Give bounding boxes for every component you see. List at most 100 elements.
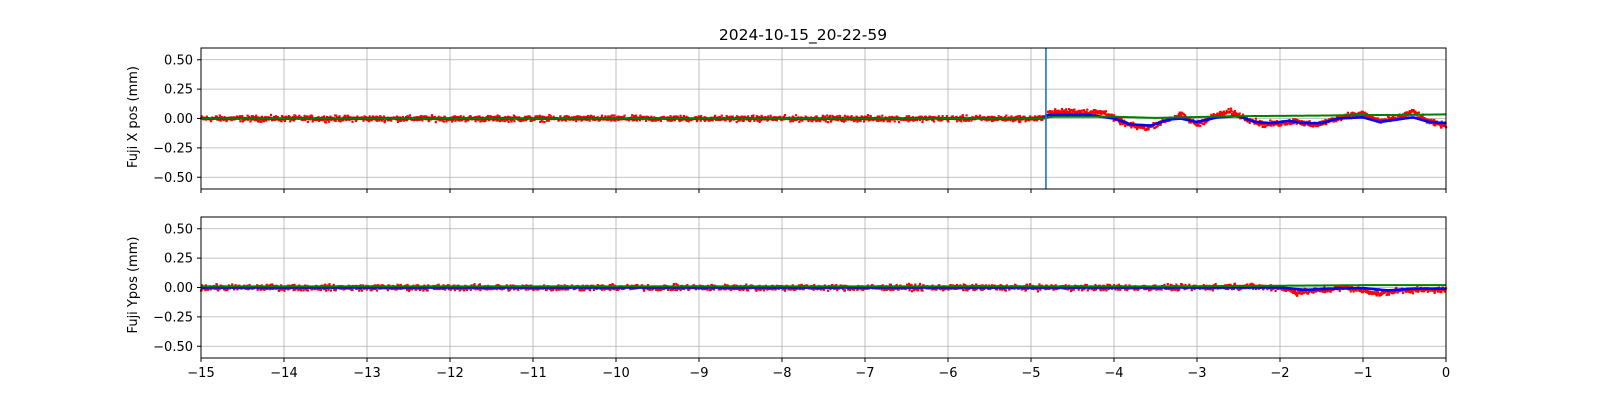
data-point-raw [490,288,493,291]
data-point-raw [739,119,742,122]
data-point-raw [687,288,690,291]
data-point-raw [673,119,676,122]
data-point-raw [418,118,422,121]
data-point-raw [1248,121,1251,124]
data-point-raw [941,115,944,118]
data-point-raw [332,283,335,287]
data-point-raw [771,288,774,291]
data-point-raw [1004,119,1007,122]
data-point-raw [993,115,996,119]
data-point-raw [1094,283,1097,287]
data-point-raw [1084,110,1087,114]
data-point-raw [1274,289,1277,292]
data-point-raw [1028,119,1031,122]
data-point-raw [474,116,477,119]
data-point-raw [1200,121,1203,124]
data-point-raw [869,115,872,118]
data-point-raw [910,283,913,287]
data-point-raw [496,288,499,291]
data-point-raw [1136,127,1139,131]
data-point-raw [1307,292,1310,295]
data-point-raw [426,289,429,292]
data-point-raw [645,119,648,122]
data-point-raw [1252,283,1255,286]
data-point-raw [789,288,792,291]
data-point-raw [1229,283,1232,286]
data-point-raw [790,288,793,291]
data-point-raw [339,120,342,123]
data-point-raw [222,288,226,291]
data-point-raw [889,283,893,286]
data-point-raw [1155,126,1158,129]
data-point-raw [456,118,459,121]
data-point-raw [717,288,721,291]
data-point-raw [506,119,509,122]
data-point-raw [843,114,847,117]
data-point-raw [334,119,337,122]
data-point-raw [292,116,295,119]
data-point-raw [713,288,716,291]
data-point-raw [1114,288,1117,291]
data-point-raw [1292,291,1295,295]
data-point-raw [279,288,282,291]
data-point-raw [1237,288,1240,292]
data-point-raw [293,283,296,286]
data-point-raw [1080,109,1084,112]
data-point-raw [430,114,434,117]
data-point-raw [1015,115,1018,119]
data-point-raw [1113,114,1116,117]
data-point-raw [821,114,824,117]
data-point-raw [360,289,364,292]
data-point-raw [539,120,542,124]
data-point-raw [1223,114,1226,117]
data-point-raw [1060,111,1063,115]
data-point-raw [534,115,537,118]
data-point-raw [921,120,924,124]
data-point-raw [431,115,434,118]
data-point-raw [736,115,739,118]
data-point-raw [1084,283,1087,286]
data-point-raw [239,120,242,123]
data-point-raw [1090,287,1093,291]
data-point-raw [1188,283,1191,286]
data-point-raw [679,288,682,292]
data-point-raw [1141,125,1144,128]
data-point-raw [654,119,657,122]
data-point-raw [1196,124,1199,127]
data-point-raw [405,119,409,122]
data-point-raw [1013,283,1017,286]
data-point-raw [908,282,911,286]
data-point-raw [983,287,986,291]
data-point-raw [437,115,440,118]
data-point-raw [1099,110,1102,113]
data-point-raw [1143,126,1146,129]
data-point-raw [656,289,660,292]
data-point-raw [459,115,462,118]
data-point-raw [860,115,863,118]
data-point-raw [794,114,798,117]
data-point-raw [200,115,203,118]
data-point-raw [1151,125,1155,128]
data-point-raw [694,288,698,291]
data-point-raw [1086,289,1089,292]
data-point-raw [847,288,850,291]
data-point-raw [334,289,337,292]
data-point-raw [423,115,426,118]
data-point-raw [1072,109,1075,113]
data-point-raw [1308,120,1311,123]
data-point-raw [342,119,345,122]
data-point-raw [971,116,974,119]
data-point-raw [792,119,795,123]
data-point-raw [671,288,675,291]
data-point-raw [319,288,322,292]
data-point-raw [613,114,616,117]
data-point-raw [325,289,328,292]
data-point-raw [1216,112,1219,115]
data-point-raw [525,115,528,118]
data-point-raw [1012,119,1016,122]
data-point-raw [372,287,375,291]
data-point-raw [1159,123,1162,126]
data-point-raw [566,288,570,291]
data-point-raw [912,289,915,292]
